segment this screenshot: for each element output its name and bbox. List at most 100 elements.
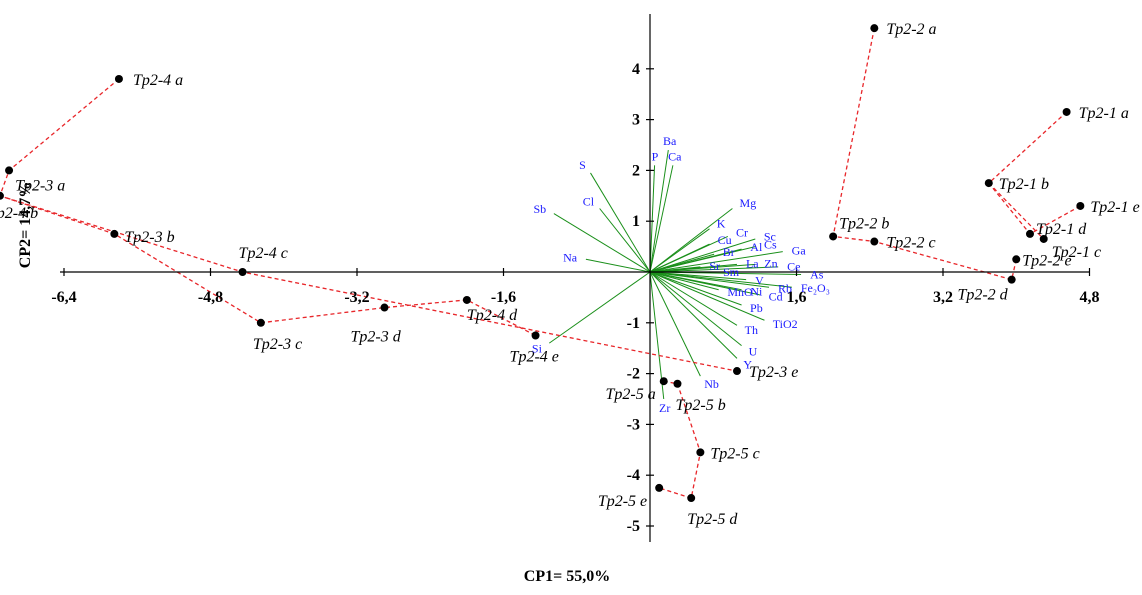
- vector-K: [649, 228, 710, 273]
- vector-P: [649, 165, 656, 273]
- variable-label: As: [810, 268, 824, 282]
- sample-label: Tp2-4 b: [0, 205, 38, 222]
- vector-S: [590, 172, 651, 273]
- sample-label: Tp2-1 a: [1079, 105, 1129, 122]
- vector-Mg: [649, 208, 733, 273]
- vector-Zr: [649, 271, 665, 400]
- vector-Cl: [599, 208, 651, 273]
- sample-points: [0, 24, 1085, 503]
- vector-Pb: [649, 271, 742, 306]
- x-tick-label: 1,6: [787, 289, 807, 306]
- sample-point: [1039, 234, 1048, 243]
- y-tick-label: -1: [627, 315, 640, 332]
- variable-label: Cs: [764, 237, 777, 251]
- sample-point: [0, 191, 4, 200]
- vector-Cu: [649, 243, 710, 273]
- y-tick-label: -5: [627, 518, 640, 535]
- vector-Sb: [553, 213, 651, 273]
- variable-label: V: [755, 273, 764, 287]
- sample-point: [1076, 201, 1085, 210]
- sample-point: [732, 367, 741, 376]
- variable-label: K: [717, 217, 726, 231]
- variable-label: Ba: [663, 134, 677, 148]
- sample-point: [659, 377, 668, 386]
- sample-traces: [0, 28, 1081, 499]
- variable-label: U: [749, 344, 758, 358]
- sample-label: Tp2-1 b: [999, 176, 1049, 193]
- variable-label: S: [579, 158, 586, 172]
- sample-label: Tp2-2 a: [886, 21, 936, 38]
- y-tick-label: -4: [627, 467, 640, 484]
- variable-label: Pb: [750, 301, 763, 315]
- sample-label: Tp2-1 c: [1052, 244, 1101, 261]
- sample-point: [870, 237, 879, 246]
- sample-point: [870, 24, 879, 33]
- vector-TiO2: [649, 271, 765, 321]
- vector-Ce: [649, 266, 779, 273]
- sample-label: Tp2-5 b: [675, 397, 725, 414]
- sample-label: Tp2-1 d: [1036, 221, 1087, 238]
- axes: [60, 14, 1090, 542]
- vector-Th: [649, 271, 738, 326]
- y-tick-label: 4: [632, 61, 640, 78]
- sample-point: [984, 179, 993, 188]
- sample-point: [380, 303, 389, 312]
- x-tick-label: -3,2: [344, 289, 369, 306]
- vector-U: [649, 271, 742, 347]
- sample-point: [5, 166, 14, 175]
- variable-label: Sm: [723, 265, 740, 279]
- sample-point: [1062, 107, 1071, 116]
- sample-label: Tp2-5 e: [598, 493, 647, 510]
- x-tick-label: -4,8: [198, 289, 223, 306]
- y-tick-label: 3: [632, 112, 640, 129]
- sample-label: Tp2-3 e: [749, 364, 798, 381]
- vector-Sr: [649, 266, 701, 273]
- variable-label: La: [746, 257, 759, 271]
- sample-label: Tp2-5 a: [606, 386, 656, 403]
- sample-label: Tp2-2 b: [839, 215, 889, 232]
- variable-label: Ce: [787, 260, 800, 274]
- variable-label: TiO2: [773, 317, 798, 331]
- trace-3: [0, 78, 536, 337]
- variable-label: Si: [532, 341, 543, 355]
- variable-label: Mg: [740, 196, 757, 210]
- sample-label: Tp2-3 c: [253, 336, 302, 353]
- sample-point: [655, 483, 664, 492]
- variable-label: P: [652, 149, 659, 163]
- sample-label: Tp2-2 e: [1022, 252, 1071, 269]
- vector-Ba: [649, 150, 669, 273]
- x-tick-label: 4,8: [1080, 289, 1100, 306]
- variable-label: Zr: [659, 401, 670, 415]
- variable-label: Sb: [533, 202, 546, 216]
- vector-MnO: [649, 271, 719, 291]
- sample-label: Tp2-5 d: [687, 511, 738, 528]
- variable-label: Rb: [778, 281, 792, 295]
- vector-Fe₂O₃: [649, 271, 792, 288]
- sample-label: Tp2-4 e: [510, 349, 559, 366]
- variable-label: Th: [745, 323, 758, 337]
- sample-label: Tp2-3 b: [124, 229, 174, 246]
- vector-Sc: [649, 238, 756, 273]
- y-tick-label: 1: [632, 213, 640, 230]
- sample-label: Tp2-2 d: [957, 287, 1008, 304]
- sample-point: [256, 318, 265, 327]
- variable-label: Cl: [583, 194, 595, 208]
- sample-point: [829, 232, 838, 241]
- x-ticks: -6,4 -4,8 -3,2 -1,6 1,6 3,2 4,8: [51, 268, 1100, 306]
- sample-label: Tp2-5 c: [710, 445, 759, 462]
- variable-label: Cu: [718, 233, 732, 247]
- variable-label: Ga: [792, 243, 807, 257]
- variable-label: Nb: [704, 377, 719, 391]
- sample-point: [687, 494, 696, 503]
- y-axis-title: CP2= 14,7%: [17, 182, 34, 268]
- sample-point: [1007, 275, 1016, 284]
- variable-label: Zn: [764, 257, 777, 271]
- variable-label: Br: [723, 245, 735, 259]
- sample-label: Tp2-4 c: [239, 245, 288, 262]
- vector-Cd: [649, 271, 760, 296]
- sample-point: [114, 74, 123, 83]
- sample-label: Tp2-1 e: [1090, 199, 1139, 216]
- y-tick-label: -2: [627, 366, 640, 383]
